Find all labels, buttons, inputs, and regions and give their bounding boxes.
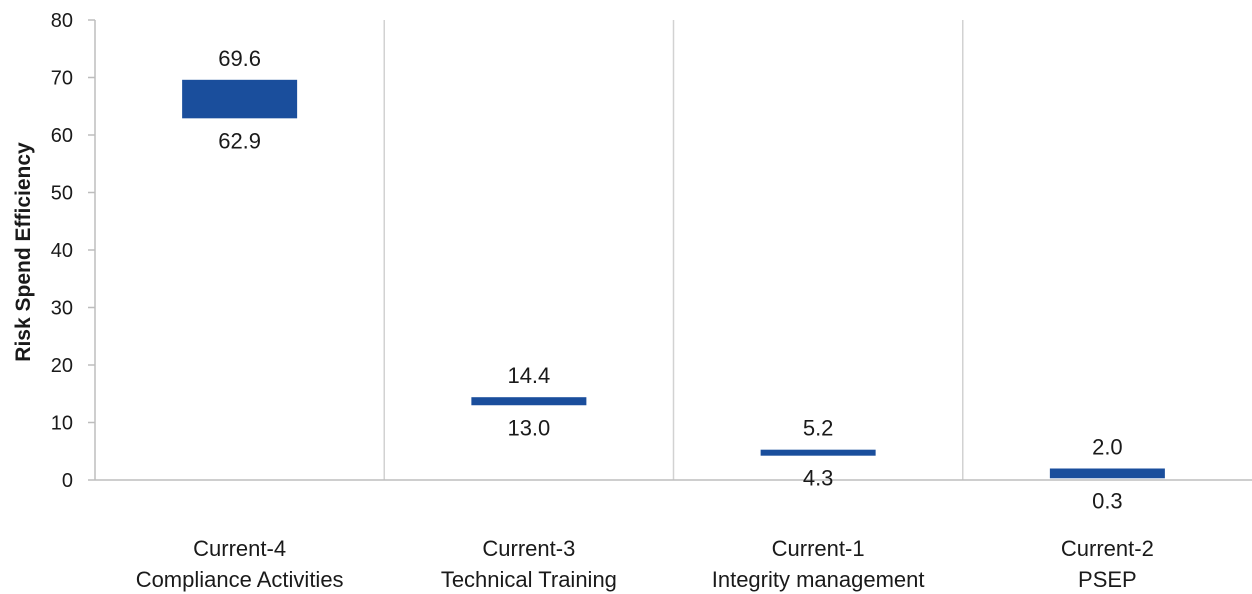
category-label-line2: Compliance Activities [136,567,344,592]
data-label-high: 2.0 [1092,435,1123,460]
category-label-line1: Current-4 [193,536,286,561]
category-label-line2: PSEP [1078,567,1137,592]
axes: 0 10 20 30 40 50 60 70 80 Current-4 Compliance Act… [51,10,1252,592]
chart-marks: 69.6 62.9 14.4 13.0 5.2 4.3 2.0 0.3 [182,46,1165,513]
data-label-high: 69.6 [218,46,261,71]
range-bar [182,79,298,119]
category-label-line2: Technical Training [441,567,617,592]
y-tick-label: 80 [51,10,73,32]
data-label-low: 4.3 [803,466,834,491]
y-axis-title: Risk Spend Efficiency [12,142,35,362]
data-label-low: 13.0 [507,415,550,440]
y-tick-label: 30 [51,298,73,320]
range-bar [760,449,876,456]
category-label-line2: Integrity management [712,567,925,592]
data-label-high: 14.4 [507,363,550,388]
category-label-line1: Current-1 [772,536,865,561]
category-label-line1: Current-3 [482,536,575,561]
y-tick-label: 50 [51,183,73,205]
data-label-low: 0.3 [1092,488,1123,513]
y-tick-label: 60 [51,125,73,147]
range-bar [1049,468,1165,479]
y-tick-label: 0 [62,470,73,492]
y-tick-label: 40 [51,240,73,262]
y-tick-label: 70 [51,68,73,90]
range-bar [471,397,587,406]
y-tick-label: 20 [51,355,73,377]
category-label-line1: Current-2 [1061,536,1154,561]
data-label-high: 5.2 [803,416,834,441]
data-label-low: 62.9 [218,128,261,153]
y-tick-label: 10 [51,413,73,435]
